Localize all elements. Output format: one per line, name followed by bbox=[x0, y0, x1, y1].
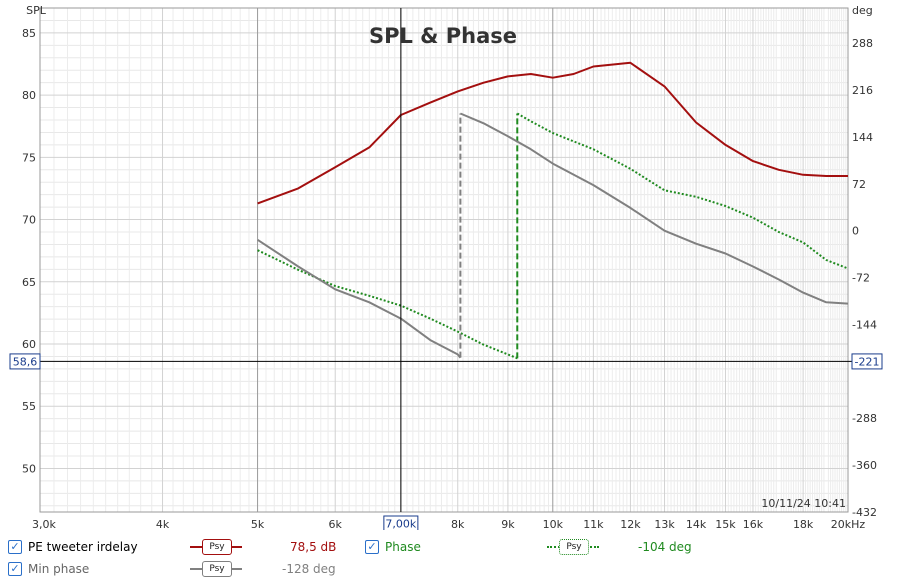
spl-phase-chart: 50 55 60 65 70 75 80 85 -432 -360 -288 -144 -72 0 72 14… bbox=[9, 4, 883, 531]
y-tick-label-left: 55 bbox=[22, 400, 36, 413]
x-tick-label: 16k bbox=[743, 518, 764, 530]
min-phase-series-swatch[interactable]: Psy bbox=[190, 561, 242, 577]
y-tick-label-right: -72 bbox=[852, 272, 870, 285]
y-tick-label-right: -288 bbox=[852, 412, 877, 425]
spl-series-value: 78,5 dB bbox=[290, 540, 337, 554]
legend: ✓ PE tweeter irdelay Psy 78,5 dB ✓ Phase… bbox=[0, 530, 900, 584]
x-tick-label: 18k bbox=[793, 518, 814, 530]
y-tick-label-right: 144 bbox=[852, 131, 873, 144]
x-tick-label: 5k bbox=[251, 518, 265, 530]
x-tick-label: 9k bbox=[501, 518, 515, 530]
chart-title: SPL & Phase bbox=[369, 24, 517, 48]
phase-series-swatch[interactable]: Psy bbox=[547, 539, 599, 555]
cursor-frequency-label: 7,00k bbox=[385, 518, 416, 531]
y-tick-label-left: 80 bbox=[22, 89, 36, 102]
legend-row-1: ✓ PE tweeter irdelay Psy 78,5 dB ✓ Phase… bbox=[0, 538, 900, 558]
x-tick-label: 11k bbox=[583, 518, 604, 530]
y-tick-label-right: 72 bbox=[852, 178, 866, 191]
y-tick-label-right: -144 bbox=[852, 318, 877, 331]
y-tick-label-right: -432 bbox=[852, 506, 877, 519]
x-tick-label: 20kHz bbox=[831, 518, 866, 530]
x-tick-label: 10k bbox=[543, 518, 564, 530]
min-phase-series-checkbox[interactable]: ✓ bbox=[8, 562, 22, 576]
y-tick-label-left: 65 bbox=[22, 276, 36, 289]
phase-series-value: -104 deg bbox=[638, 540, 692, 554]
x-tick-label: 15k bbox=[715, 518, 736, 530]
swatch-badge: Psy bbox=[202, 539, 232, 555]
cursor-phase-label: -221 bbox=[855, 355, 880, 368]
legend-row-2: ✓ Min phase Psy -128 deg bbox=[0, 560, 900, 580]
plot-frame bbox=[39, 7, 849, 513]
x-tick-label: 12k bbox=[620, 518, 641, 530]
y-tick-label-right: 216 bbox=[852, 84, 873, 97]
y-tick-label-left: 50 bbox=[22, 462, 36, 475]
series-line bbox=[516, 112, 849, 270]
cursor-spl-label: 58,6 bbox=[13, 355, 38, 368]
y-tick-label-left: 75 bbox=[22, 151, 36, 164]
spl-series-checkbox[interactable]: ✓ bbox=[8, 540, 22, 554]
y-tick-label-left: 70 bbox=[22, 214, 36, 227]
cursor-frequency-label-box bbox=[383, 515, 419, 530]
x-tick-label: 8k bbox=[451, 518, 465, 530]
y-tick-label-right: 288 bbox=[852, 37, 873, 50]
x-tick-label: 4k bbox=[156, 518, 170, 530]
x-tick-label: 14k bbox=[686, 518, 707, 530]
y-tick-label-right: -360 bbox=[852, 459, 877, 472]
spl-series-swatch[interactable]: Psy bbox=[190, 539, 242, 555]
x-tick-label: 13k bbox=[654, 518, 675, 530]
y-tick-label-left: 85 bbox=[22, 27, 36, 40]
y-tick-label-left: 60 bbox=[22, 338, 36, 351]
series-line bbox=[257, 61, 848, 205]
cursor-spl-label-box bbox=[9, 353, 41, 370]
x-tick-label: 3,0k bbox=[32, 518, 56, 530]
timestamp: 10/11/24 10:41 bbox=[761, 497, 846, 510]
min-phase-series-name[interactable]: Min phase bbox=[28, 562, 90, 576]
y-tick-label-right: 0 bbox=[852, 225, 859, 238]
swatch-badge: Psy bbox=[559, 539, 589, 555]
y-axis-label-left: SPL bbox=[26, 4, 47, 17]
min-phase-series-value: -128 deg bbox=[282, 562, 336, 576]
y-axis-label-right: deg bbox=[852, 4, 873, 17]
swatch-badge: Psy bbox=[202, 561, 232, 577]
series-line bbox=[460, 112, 849, 305]
series-line bbox=[257, 238, 462, 359]
x-tick-label: 6k bbox=[329, 518, 343, 530]
spl-series-name[interactable]: PE tweeter irdelay bbox=[28, 540, 138, 554]
phase-series-name[interactable]: Phase bbox=[385, 540, 421, 554]
phase-series-checkbox[interactable]: ✓ bbox=[365, 540, 379, 554]
cursor-phase-label-box bbox=[851, 353, 883, 370]
